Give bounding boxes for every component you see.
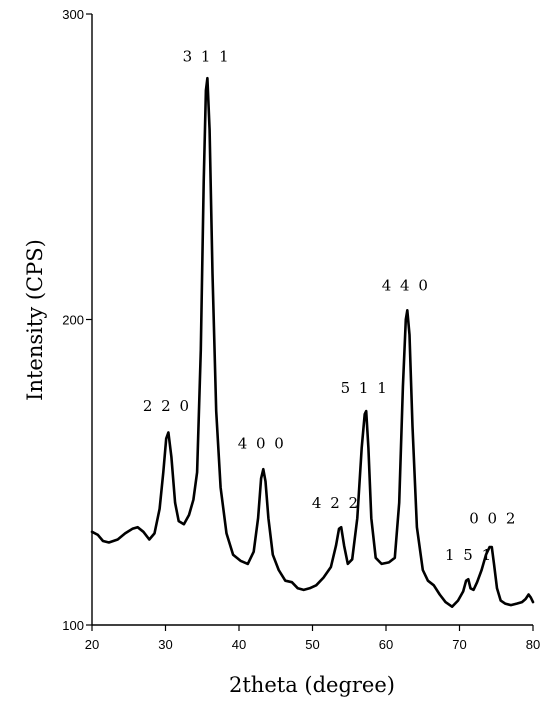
y-tick-label: 300 <box>62 7 84 22</box>
peak-label: 4 2 2 <box>312 494 360 512</box>
peak-label: 0 0 2 <box>469 509 517 527</box>
x-tick-label: 40 <box>232 637 246 652</box>
peak-label: 3 1 1 <box>183 47 231 65</box>
x-tick-label: 60 <box>379 637 393 652</box>
y-tick-label: 200 <box>62 313 84 328</box>
plot-area <box>90 14 535 626</box>
x-tick-label: 20 <box>85 637 99 652</box>
xrd-pattern-line <box>90 76 535 608</box>
peak-label: 2 2 0 <box>143 397 191 415</box>
x-tick-label: 80 <box>526 637 540 652</box>
x-tick-label: 50 <box>305 637 319 652</box>
y-tick-label: 100 <box>62 618 84 633</box>
peak-label: 4 0 0 <box>238 434 286 452</box>
peak-label: 5 1 1 <box>341 379 389 397</box>
axis-ticks: 20 30 40 50 60 70 80 100 200 300 <box>62 7 540 652</box>
peak-label: 4 4 0 <box>382 276 430 294</box>
x-axis-title: 2theta (degree) <box>229 673 395 697</box>
y-axis-title: Intensity (CPS) <box>23 239 47 401</box>
x-tick-label: 30 <box>158 637 172 652</box>
peak-labels: 2 2 0 3 1 1 4 0 0 4 2 2 5 1 1 4 4 0 1 5 1 0 0 2 <box>143 47 517 564</box>
x-tick-label: 70 <box>452 637 466 652</box>
peak-label: 1 5 1 <box>445 546 493 564</box>
